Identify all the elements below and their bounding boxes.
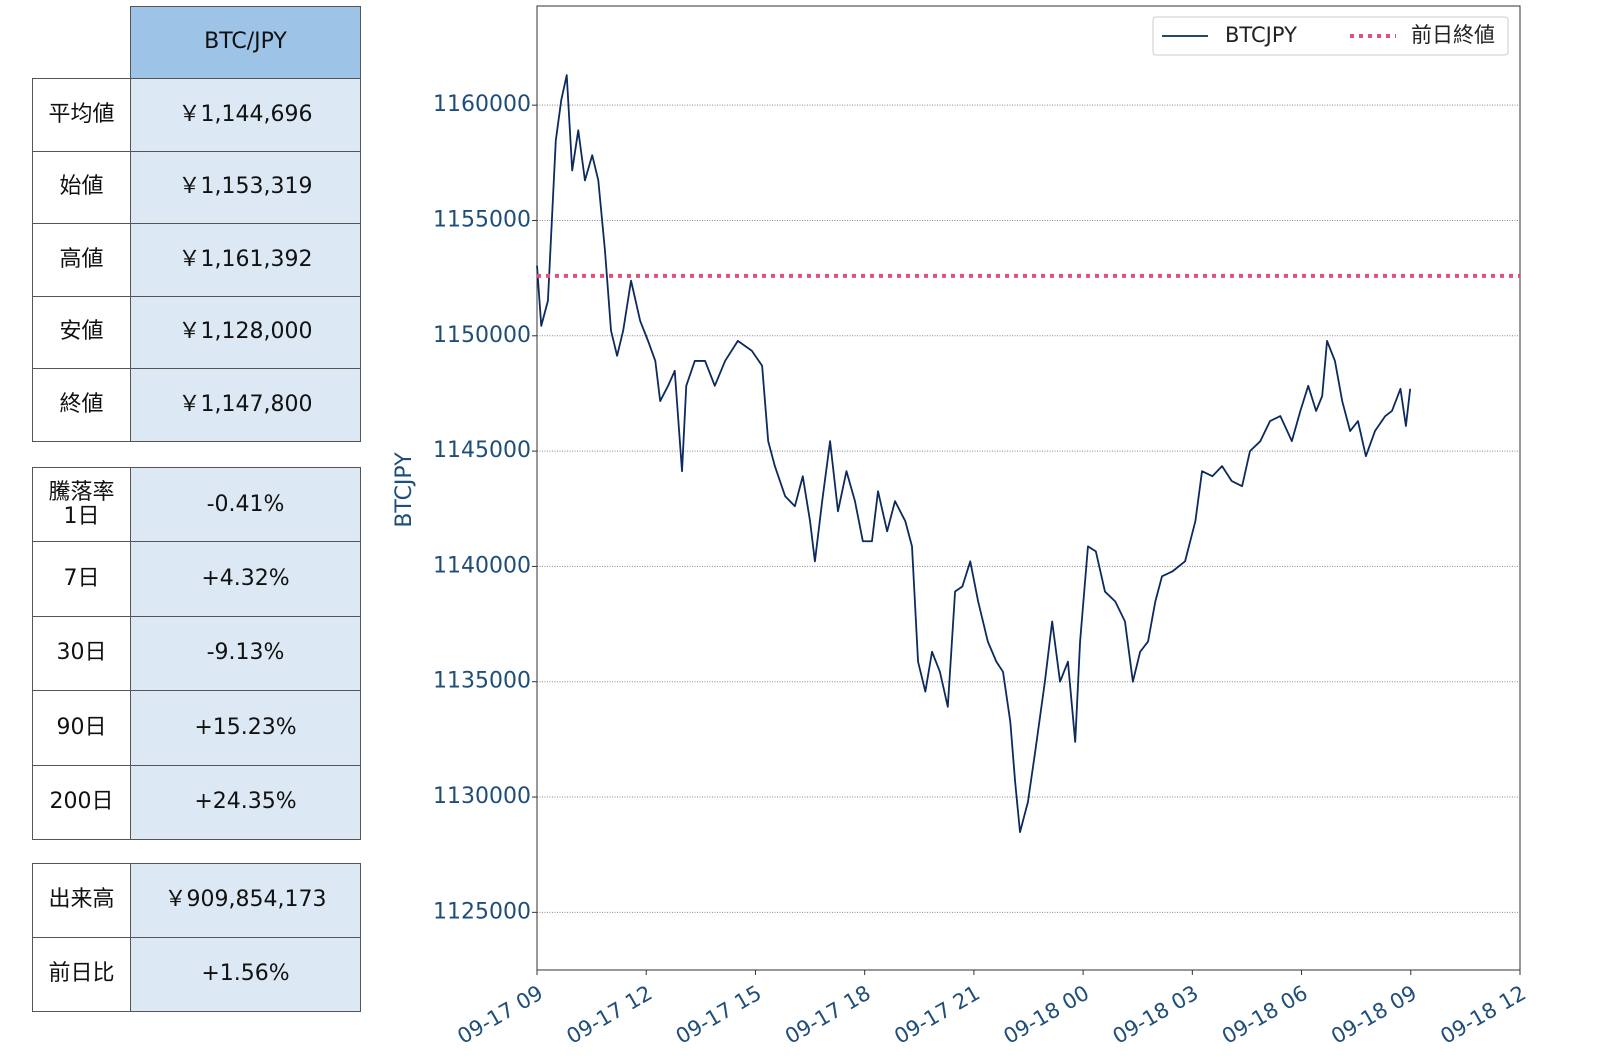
legend-label: BTCJPY bbox=[1225, 23, 1297, 47]
plot-frame bbox=[536, 5, 1521, 971]
y-tick-label: 1145000 bbox=[433, 438, 531, 463]
table-header: BTC/JPY bbox=[130, 6, 361, 79]
x-tick-label: 09-18 09 bbox=[1327, 981, 1421, 1049]
y-tick-label: 1135000 bbox=[433, 669, 531, 694]
x-tick-label: 09-17 09 bbox=[453, 981, 547, 1049]
row-value: ￥909,854,173 bbox=[130, 863, 361, 938]
y-tick-label: 1155000 bbox=[433, 207, 531, 232]
y-tick-label: 1160000 bbox=[433, 92, 531, 117]
row-value: +1.56% bbox=[130, 937, 361, 1012]
x-tick-label: 09-18 06 bbox=[1218, 981, 1312, 1049]
row-label: 終値 bbox=[32, 368, 131, 442]
row-value: -9.13% bbox=[130, 615, 361, 692]
legend-label: 前日終値 bbox=[1411, 23, 1495, 47]
legend-box bbox=[1152, 16, 1509, 56]
y-tick-label: 1150000 bbox=[433, 323, 531, 348]
y-axis-label: BTCJPY bbox=[392, 452, 417, 528]
x-tick-label: 09-17 15 bbox=[672, 981, 766, 1049]
x-tick-label: 09-18 00 bbox=[999, 981, 1093, 1049]
x-tick-label: 09-18 12 bbox=[1436, 981, 1530, 1049]
row-value: +4.32% bbox=[130, 541, 361, 617]
y-tick-label: 1130000 bbox=[433, 784, 531, 809]
row-label: 騰落率 1日 bbox=[32, 467, 131, 543]
row-value: ￥1,144,696 bbox=[130, 78, 361, 152]
x-tick-label: 09-17 12 bbox=[563, 981, 657, 1049]
x-tick-label: 09-17 18 bbox=[781, 981, 875, 1049]
x-tick-label: 09-18 03 bbox=[1109, 981, 1203, 1049]
row-value: ￥1,153,319 bbox=[130, 150, 361, 224]
row-label: 平均値 bbox=[32, 78, 131, 152]
x-tick-label: 09-17 21 bbox=[890, 981, 984, 1049]
legend: BTCJPY 前日終値 bbox=[1152, 16, 1509, 56]
y-tick-label: 1125000 bbox=[433, 899, 531, 924]
row-value: +24.35% bbox=[130, 764, 361, 840]
y-tick-label: 1140000 bbox=[433, 553, 531, 578]
row-value: ￥1,147,800 bbox=[130, 368, 361, 442]
row-label: 出来高 bbox=[32, 863, 131, 938]
price-line bbox=[536, 74, 1412, 833]
